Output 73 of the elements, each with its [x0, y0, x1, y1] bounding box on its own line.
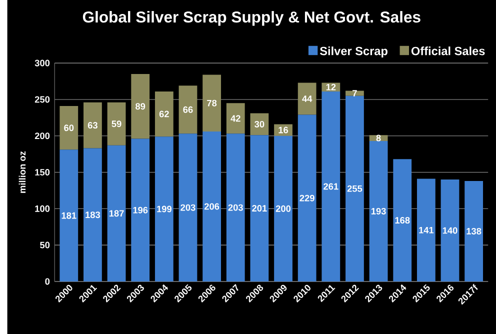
bar	[154, 91, 174, 137]
bar	[202, 131, 222, 282]
y-tick-label: 150	[35, 169, 50, 176]
data-label: 168	[395, 217, 410, 224]
data-label: 59	[112, 120, 122, 128]
bar	[131, 74, 150, 139]
bar	[369, 140, 388, 282]
data-label: 201	[252, 205, 267, 212]
data-label: 196	[133, 206, 148, 214]
data-label: 203	[180, 204, 196, 211]
chart-title: Global Silver Scrap Supply & Net Govt. Sales	[82, 11, 420, 26]
bar	[250, 135, 269, 282]
y-axis-title: million oz	[18, 151, 26, 193]
data-label: 138	[466, 228, 482, 234]
data-label: 255	[347, 185, 362, 192]
bar	[298, 114, 316, 282]
bar	[250, 113, 269, 136]
data-label: 42	[230, 115, 240, 122]
data-label: 60	[64, 124, 74, 132]
data-label: 141	[419, 226, 434, 234]
y-tick-label: 0	[45, 278, 50, 285]
bar	[107, 102, 126, 146]
data-label: 66	[183, 106, 193, 113]
bar	[60, 106, 78, 150]
bar	[107, 145, 126, 282]
legend-label: Official Sales	[411, 46, 485, 56]
data-label: 12	[326, 84, 336, 90]
bar	[393, 159, 412, 282]
y-tick-label: 100	[35, 205, 50, 212]
bar	[274, 136, 292, 282]
bar	[346, 96, 364, 282]
data-label: 63	[88, 122, 98, 129]
bar	[202, 74, 222, 132]
bar	[131, 138, 150, 282]
bar	[60, 150, 78, 282]
data-label: 44	[302, 96, 312, 102]
bar	[298, 82, 316, 115]
bar	[84, 148, 102, 282]
data-label: 62	[159, 110, 169, 118]
data-label: 229	[300, 194, 314, 202]
bar	[178, 86, 198, 134]
bar	[416, 178, 436, 282]
bar	[440, 180, 460, 282]
data-label: 187	[109, 210, 124, 217]
bar	[226, 134, 245, 282]
bar	[84, 102, 102, 148]
data-label: 200	[276, 205, 291, 212]
data-label: 8	[376, 134, 381, 142]
y-tick-label: 250	[34, 96, 50, 103]
data-label: 193	[371, 208, 386, 214]
y-tick-label: 200	[34, 132, 50, 140]
data-label: 261	[324, 183, 338, 190]
legend-label: Silver Scrap	[320, 46, 388, 58]
data-label: 206	[204, 203, 220, 210]
bar	[274, 124, 292, 136]
bar	[154, 136, 174, 282]
bar	[346, 90, 364, 96]
bar	[226, 103, 245, 134]
data-label: 89	[136, 103, 146, 110]
data-label: 30	[254, 120, 264, 128]
data-label: 140	[442, 227, 458, 234]
data-label: 78	[207, 100, 217, 106]
data-label: 199	[157, 206, 172, 212]
y-tick-label: 300	[34, 60, 50, 66]
bar	[178, 134, 198, 282]
data-label: 7	[352, 90, 357, 96]
data-label: 181	[62, 212, 76, 219]
y-tick-label: 50	[40, 242, 50, 248]
bar	[464, 180, 484, 282]
data-label: 183	[86, 212, 100, 218]
bar	[322, 91, 340, 282]
data-label: 203	[228, 204, 243, 211]
data-label: 16	[278, 126, 288, 134]
